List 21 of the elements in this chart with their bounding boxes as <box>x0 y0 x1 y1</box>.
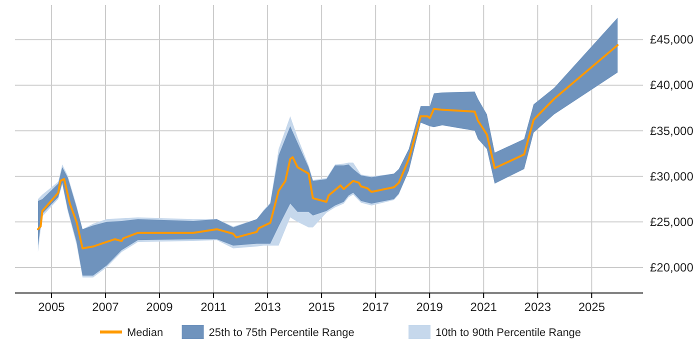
x-tick-label: 2011 <box>200 300 227 314</box>
x-tick-label: 2005 <box>38 300 66 314</box>
y-tick-label: £35,000 <box>650 124 694 138</box>
y-tick-label: £40,000 <box>650 78 694 92</box>
x-tick-label: 2019 <box>416 300 444 314</box>
y-tick-label: £30,000 <box>650 169 694 184</box>
legend-label: 25th to 75th Percentile Range <box>208 327 354 339</box>
x-tick-label: 2007 <box>92 300 120 314</box>
x-tick-label: 2021 <box>470 300 498 314</box>
legend-label: Median <box>127 327 164 339</box>
line-series <box>36 44 619 250</box>
x-tick-label: 2015 <box>308 300 336 314</box>
x-tick-label: 2009 <box>146 300 174 314</box>
y-tick-label: £45,000 <box>650 32 694 47</box>
x-tick-label: 2013 <box>254 300 282 314</box>
x-tick-label: 2025 <box>578 300 606 314</box>
legend-label: 10th to 90th Percentile Range <box>436 327 582 339</box>
y-tick-label: £25,000 <box>650 214 694 229</box>
y-tick-label: £20,000 <box>650 260 694 274</box>
x-tick-label: 2023 <box>524 300 552 314</box>
x-tick-label: 2017 <box>362 300 390 314</box>
